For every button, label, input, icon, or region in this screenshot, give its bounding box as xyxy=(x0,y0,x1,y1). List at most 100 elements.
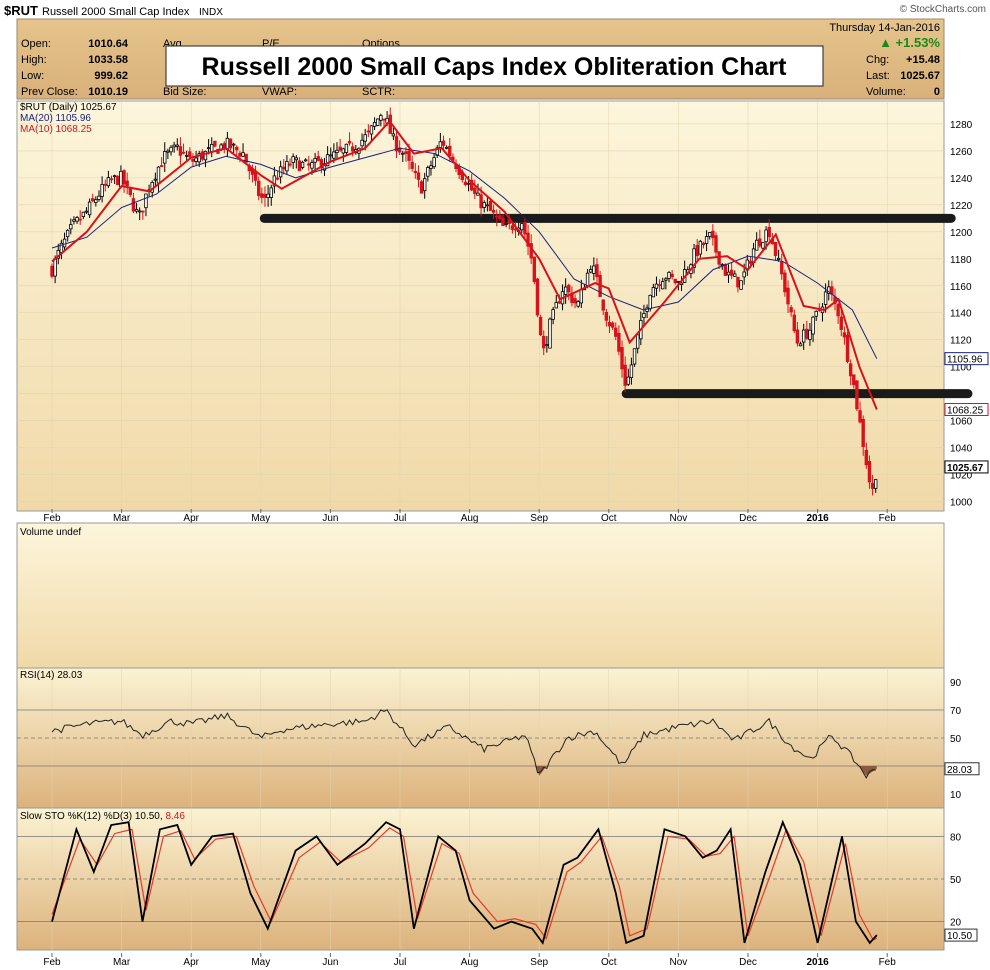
price-y-tick: 1000 xyxy=(950,498,973,509)
candle-body xyxy=(485,204,490,207)
candle-body xyxy=(786,287,790,305)
candle-body xyxy=(848,363,853,377)
price-y-tick: 1260 xyxy=(950,147,973,158)
last-value-text: 1105.96 xyxy=(947,355,983,366)
candle-body xyxy=(852,374,856,386)
candle-body xyxy=(391,133,396,137)
candle-body xyxy=(801,329,806,343)
overlay-title: Russell 2000 Small Caps Index Obliterati… xyxy=(202,53,788,81)
candle-body xyxy=(755,239,759,251)
symbol-label: $RUT xyxy=(4,3,38,18)
bid-size-label: Bid Size: xyxy=(163,86,206,98)
candle-body xyxy=(379,115,383,121)
candle-body xyxy=(476,192,480,196)
candle-body xyxy=(441,140,446,146)
candle-body xyxy=(122,170,126,185)
candle-body xyxy=(673,278,677,284)
candle-body xyxy=(419,181,424,194)
candle-body xyxy=(106,177,111,187)
month-label: Feb xyxy=(879,957,897,968)
low-label: Low: xyxy=(21,70,44,82)
rsi-legend: RSI(14) 28.03 xyxy=(20,670,83,681)
candle-body xyxy=(53,258,57,277)
ma10-line xyxy=(51,119,878,410)
sto-last-value: 10.50 xyxy=(947,931,972,942)
candle-body xyxy=(404,151,408,154)
candle-body xyxy=(795,329,800,344)
candle-body xyxy=(137,210,142,213)
candle-body xyxy=(188,151,192,158)
month-label: Jun xyxy=(322,957,338,968)
price-legend: $RUT (Daily) 1025.67 xyxy=(20,102,117,113)
volume-label: Volume: xyxy=(866,86,906,98)
month-label: Mar xyxy=(113,957,131,968)
month-label: Feb xyxy=(43,957,61,968)
candle-body xyxy=(654,283,659,289)
candle-body xyxy=(792,314,796,332)
high-value: 1033.58 xyxy=(88,54,128,66)
candle-body xyxy=(206,147,211,150)
candle-body xyxy=(704,236,709,244)
candle-body xyxy=(557,301,562,304)
month-label: Dec xyxy=(739,957,757,968)
candle-body xyxy=(156,166,161,184)
candle-body xyxy=(526,232,530,247)
candle-body xyxy=(260,193,264,198)
candle-body xyxy=(589,269,593,273)
candle-body xyxy=(103,183,107,186)
candle-body xyxy=(870,482,875,489)
last-label: Last: xyxy=(866,70,890,82)
candle-body xyxy=(178,146,183,156)
month-label: Nov xyxy=(670,957,688,968)
month-label: May xyxy=(251,957,270,968)
chg-value: +15.48 xyxy=(906,54,940,66)
candle-body xyxy=(742,271,746,278)
sctr-label: SCTR: xyxy=(362,86,395,98)
candle-body xyxy=(711,230,715,239)
month-label: Apr xyxy=(183,513,199,524)
price-panel: 1000102010401060108011001120114011601180… xyxy=(16,100,989,512)
candle-body xyxy=(617,332,621,352)
candle-body xyxy=(520,223,524,231)
candle-body xyxy=(394,136,399,152)
price-y-tick: 1100 xyxy=(950,363,972,374)
month-label: Mar xyxy=(113,513,131,524)
candle-body xyxy=(131,198,136,212)
month-label: Jul xyxy=(394,513,407,524)
candle-body xyxy=(488,200,493,211)
candle-body xyxy=(808,329,812,340)
candle-body xyxy=(62,238,67,248)
candle-body xyxy=(141,210,145,213)
candle-body xyxy=(109,178,114,181)
candle-body xyxy=(197,153,201,163)
price-y-tick: 1160 xyxy=(950,282,972,293)
rsi-last-tag xyxy=(944,762,980,776)
candle-body xyxy=(116,176,120,185)
candle-body xyxy=(466,182,471,185)
candle-body xyxy=(538,316,543,336)
candle-body xyxy=(651,287,656,298)
candle-body xyxy=(542,335,546,349)
candle-body xyxy=(585,272,590,287)
volume-panel-bg xyxy=(16,522,945,669)
last-value-text: 1025.67 xyxy=(947,463,984,474)
candle-body xyxy=(72,219,76,222)
last-value-tag xyxy=(944,460,989,474)
sto-legend: Slow STO %K(12) %D(3) 10.50, 8.46 xyxy=(20,811,185,822)
candle-body xyxy=(610,322,615,328)
candle-body xyxy=(548,318,552,349)
candle-body xyxy=(783,272,787,293)
month-label: 2016 xyxy=(806,513,829,524)
month-label: Jul xyxy=(394,957,407,968)
candle-body xyxy=(764,229,768,243)
candle-body xyxy=(75,217,79,222)
month-label: Feb xyxy=(43,513,61,524)
candle-body xyxy=(758,238,762,247)
prev-close-value: 1010.19 xyxy=(88,86,128,98)
candle-body xyxy=(438,141,443,148)
candle-body xyxy=(266,193,270,198)
volume-value: 0 xyxy=(934,86,940,98)
candle-body xyxy=(81,211,86,217)
price-y-tick: 1120 xyxy=(950,336,972,347)
